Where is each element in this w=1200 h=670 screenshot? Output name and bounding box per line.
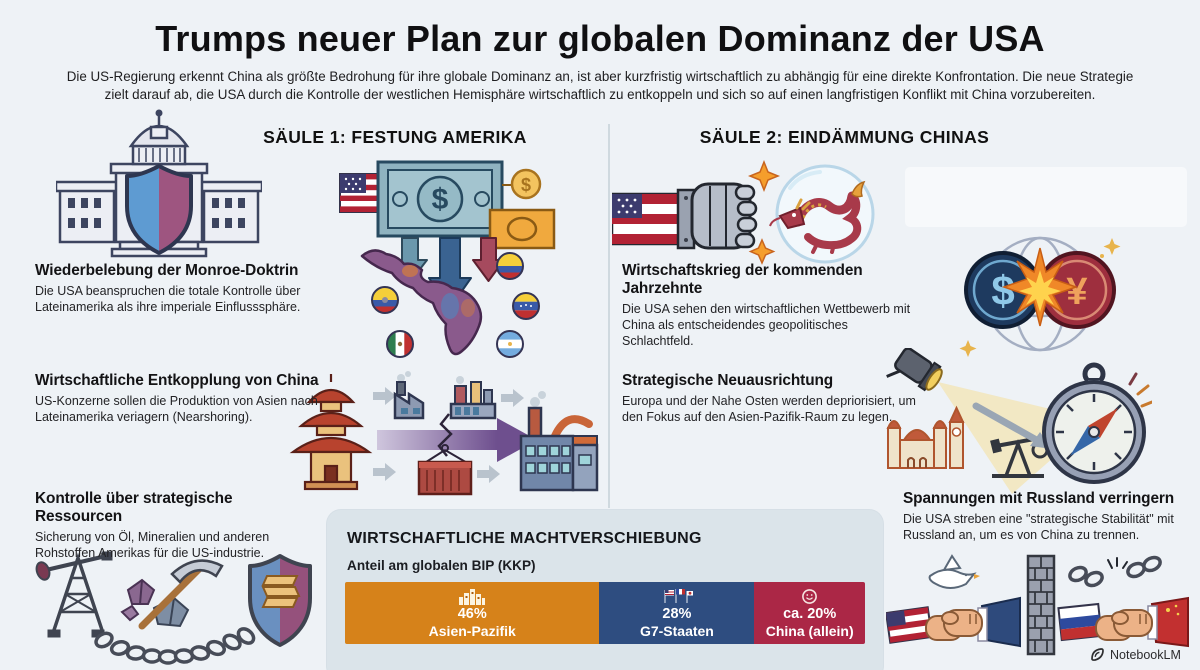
yuan-coin-icon: ¥ bbox=[1038, 251, 1116, 329]
china-coin-icon bbox=[801, 587, 818, 605]
coin-icon: $ bbox=[510, 168, 542, 200]
dollar-bill-icon: $ bbox=[376, 160, 504, 238]
blank-highlight-box bbox=[905, 167, 1187, 227]
gray-arrow-icon bbox=[972, 402, 1044, 446]
city-skyline-icon bbox=[458, 587, 486, 606]
section-heading: Spannungen mit Russland verringern bbox=[903, 490, 1175, 507]
column-divider bbox=[608, 124, 610, 508]
latin-america-map-icon bbox=[360, 249, 483, 356]
down-arrows-icon bbox=[392, 237, 505, 309]
factory-destination-icon bbox=[519, 391, 599, 492]
oil-pumpjack-icon bbox=[990, 436, 1049, 478]
colombia-flag-icon bbox=[496, 252, 524, 280]
factory-towers-icon bbox=[449, 376, 497, 420]
section-body: US-Konzerne sollen die Produktion von As… bbox=[35, 394, 318, 424]
armored-fist-icon bbox=[676, 182, 758, 250]
fist-vs-dragon-illustration bbox=[612, 160, 884, 268]
section-heading: Kontrolle über strategische Ressourcen bbox=[35, 490, 233, 525]
ecuador-flag-icon bbox=[371, 286, 399, 314]
bar-segment-china: ca. 20% China (allein) bbox=[754, 582, 865, 644]
light-cone-icon bbox=[938, 382, 1096, 494]
segment-label: China (allein) bbox=[765, 622, 854, 639]
svg-text:¥: ¥ bbox=[1066, 271, 1087, 313]
us-flag-icon bbox=[339, 173, 401, 213]
russia-china-handshake-icon bbox=[1057, 596, 1189, 648]
argentina-flag-icon bbox=[496, 330, 524, 358]
segment-value: ca. 20% bbox=[783, 606, 837, 623]
dove-icon bbox=[928, 554, 980, 589]
chart-subtitle: Anteil am globalen BIP (KKP) bbox=[347, 558, 536, 573]
chain-icon bbox=[94, 627, 256, 665]
factory-small-icon bbox=[393, 371, 425, 420]
segment-value: 28% bbox=[662, 606, 692, 623]
venezuela-flag-icon bbox=[512, 292, 540, 320]
svg-text:$: $ bbox=[432, 183, 449, 216]
big-purple-arrow-icon bbox=[377, 413, 537, 462]
section-body: Die USA streben eine "strategische Stabi… bbox=[903, 512, 1174, 542]
dollar-coin-icon: $ bbox=[964, 251, 1042, 329]
accent-dashes-icon bbox=[1128, 372, 1152, 408]
money-flow-latam-illustration: $ $ bbox=[338, 158, 566, 360]
section-body: Die USA beanspruchen die totale Kontroll… bbox=[35, 284, 301, 314]
chart-title: WIRTSCHAFTLICHE MACHTVERSCHIEBUNG bbox=[347, 530, 702, 547]
orange-bill-icon bbox=[488, 208, 556, 250]
broken-chain-icon bbox=[1068, 555, 1162, 588]
gdp-stacked-bar: 46% Asien-Pazifik 28% G7-Staaten bbox=[345, 582, 865, 644]
section-body: Europa und der Nahe Osten werden deprior… bbox=[622, 394, 916, 424]
section-ressourcen: Kontrolle über strategische Ressourcen S… bbox=[35, 490, 323, 561]
branding-text: NotebookLM bbox=[1110, 647, 1181, 662]
globe-icon bbox=[982, 236, 1098, 352]
shipping-container-icon bbox=[417, 444, 473, 496]
branding: NotebookLM bbox=[1090, 647, 1181, 662]
svg-text:$: $ bbox=[991, 267, 1014, 314]
section-heading: Wiederbelebung der Monroe-Doktrin bbox=[35, 262, 299, 279]
spark-icon bbox=[747, 160, 781, 265]
mexico-flag-icon bbox=[386, 330, 414, 358]
bar-segment-g7: 28% G7-Staaten bbox=[599, 582, 755, 644]
section-russland: Spannungen mit Russland verringern Die U… bbox=[903, 490, 1195, 543]
oil-derrick-icon bbox=[35, 551, 113, 638]
us-handshake-icon bbox=[886, 596, 1021, 648]
gdp-chart-panel: WIRTSCHAFTLICHE MACHTVERSCHIEBUNG Anteil… bbox=[327, 510, 883, 670]
pivot-to-asia-illustration bbox=[884, 348, 1152, 496]
notebooklm-logo-icon bbox=[1091, 648, 1104, 661]
section-wirtschaftskrieg: Wirtschaftskrieg der kommenden Jahrzehnt… bbox=[622, 262, 922, 349]
g7-flags-icon bbox=[661, 587, 693, 605]
section-heading: Wirtschaftskrieg der kommenden Jahrzehnt… bbox=[622, 262, 863, 297]
wall-icon bbox=[1026, 554, 1056, 656]
minerals-icon bbox=[120, 578, 190, 628]
nearshoring-illustration bbox=[283, 370, 601, 502]
dragon-icon bbox=[769, 180, 866, 254]
section-heading: Strategische Neuausrichtung bbox=[622, 372, 834, 389]
gold-shield-icon bbox=[248, 554, 312, 647]
sparkle-icon bbox=[959, 238, 1121, 357]
section-heading: Wirtschaftliche Entkopplung von China bbox=[35, 372, 319, 389]
resources-chain-illustration bbox=[26, 550, 324, 665]
segment-value: 46% bbox=[457, 606, 487, 623]
segment-label: G7-Staaten bbox=[639, 622, 714, 639]
small-arrow-icon bbox=[373, 387, 524, 483]
handshake-wall-illustration bbox=[886, 554, 1190, 656]
bar-segment-asien-pazifik: 46% Asien-Pazifik bbox=[345, 582, 600, 644]
dollar-yuan-clash-illustration: $ ¥ bbox=[946, 228, 1134, 364]
svg-text:$: $ bbox=[521, 175, 531, 195]
section-neuausrichtung: Strategische Neuausrichtung Europa und d… bbox=[622, 372, 922, 425]
section-entkopplung: Wirtschaftliche Entkopplung von China US… bbox=[35, 372, 323, 425]
pillar-2-header: SÄULE 2: EINDÄMMUNG CHINAS bbox=[699, 127, 990, 147]
shield-icon bbox=[125, 164, 193, 255]
section-body: Die USA sehen den wirtschaftlichen Wettb… bbox=[622, 302, 911, 348]
compass-icon bbox=[1042, 362, 1146, 484]
pickaxe-icon bbox=[138, 559, 224, 630]
pillar-1-header: SÄULE 1: FESTUNG AMERIKA bbox=[263, 127, 527, 147]
page-title: Trumps neuer Plan zur globalen Dominanz … bbox=[155, 18, 1045, 59]
dragon-bubble-icon bbox=[775, 164, 875, 264]
clash-starburst-icon bbox=[1001, 247, 1079, 327]
us-flag-sleeve-icon bbox=[612, 192, 684, 246]
section-body: Sicherung von Öl, Mineralien und anderen… bbox=[35, 530, 270, 560]
segment-label: Asien-Pazifik bbox=[428, 622, 516, 639]
page-subtitle: Die US-Regierung erkennt China als größt… bbox=[66, 69, 1134, 103]
section-monroe-doktrin: Wiederbelebung der Monroe-Doktrin Die US… bbox=[35, 262, 323, 315]
